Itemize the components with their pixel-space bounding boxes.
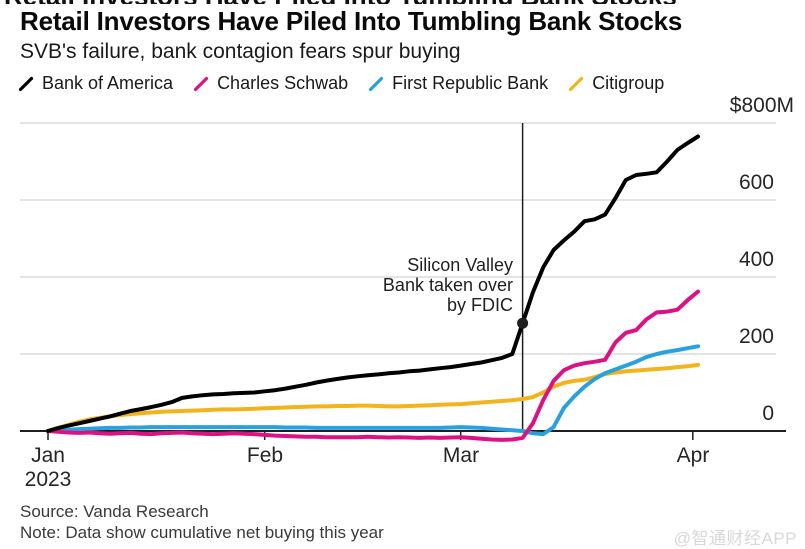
legend-item-bank-of-america: Bank of America <box>18 73 173 94</box>
source-text: Source: Vanda Research <box>20 502 209 521</box>
line-swatch-icon <box>18 76 34 91</box>
chart-subtitle: SVB's failure, bank contagion fears spur… <box>20 40 461 63</box>
y-axis-label: 0 <box>762 402 774 425</box>
y-axis-label: 200 <box>738 325 774 348</box>
legend-item-first-republic-bank: First Republic Bank <box>368 73 548 94</box>
legend: Bank of America Charles Schwab First Rep… <box>18 73 664 94</box>
series-line-charles-schwab <box>46 289 700 442</box>
cropped-text: Retail Investors Have Piled Into Tumblin… <box>4 0 704 4</box>
series-line-citigroup <box>46 362 700 433</box>
x-axis-tick-label: Feb <box>220 444 310 468</box>
legend-label: Charles Schwab <box>217 73 349 93</box>
line-swatch-icon <box>569 76 584 91</box>
x-axis-tick-label: Mar <box>416 444 506 468</box>
y-axis-label: 600 <box>738 171 774 194</box>
y-axis-label: $800M <box>729 94 794 117</box>
annotation-line: Silicon Valley <box>407 255 513 275</box>
x-axis-year-label: 2023 <box>24 468 72 491</box>
x-axis-label: Apr <box>676 444 710 467</box>
line-swatch-icon <box>193 76 209 91</box>
watermark-text: @智通财经APP <box>673 529 797 548</box>
chart-title: Retail Investors Have Piled Into Tumblin… <box>20 6 683 36</box>
series-line-bank-of-america <box>46 134 700 433</box>
event-marker-dot <box>517 317 529 329</box>
x-axis-tick-label: Jan 2023 <box>3 444 93 492</box>
series-line-first-republic-bank <box>46 344 700 437</box>
x-axis-label: Jan <box>31 444 65 467</box>
legend-label: First Republic Bank <box>392 73 549 93</box>
x-axis-label: Feb <box>246 444 284 467</box>
x-axis-tick-label: Apr <box>648 444 738 468</box>
annotation-line: Bank taken over <box>382 275 513 295</box>
legend-label: Citigroup <box>592 73 665 93</box>
legend-label: Bank of America <box>42 73 174 93</box>
legend-item-charles-schwab: Charles Schwab <box>193 73 348 94</box>
cropped-text-artifact: Retail Investors Have Piled Into Tumblin… <box>4 0 704 4</box>
y-axis-label: 400 <box>738 248 774 271</box>
legend-item-citigroup: Citigroup <box>568 73 664 94</box>
note-text: Note: Data show cumulative net buying th… <box>20 523 384 542</box>
x-axis-label: Mar <box>442 444 480 467</box>
event-annotation: Silicon Valley Bank taken over by FDIC <box>383 255 513 315</box>
line-swatch-icon <box>369 76 384 91</box>
annotation-line: by FDIC <box>446 295 513 315</box>
